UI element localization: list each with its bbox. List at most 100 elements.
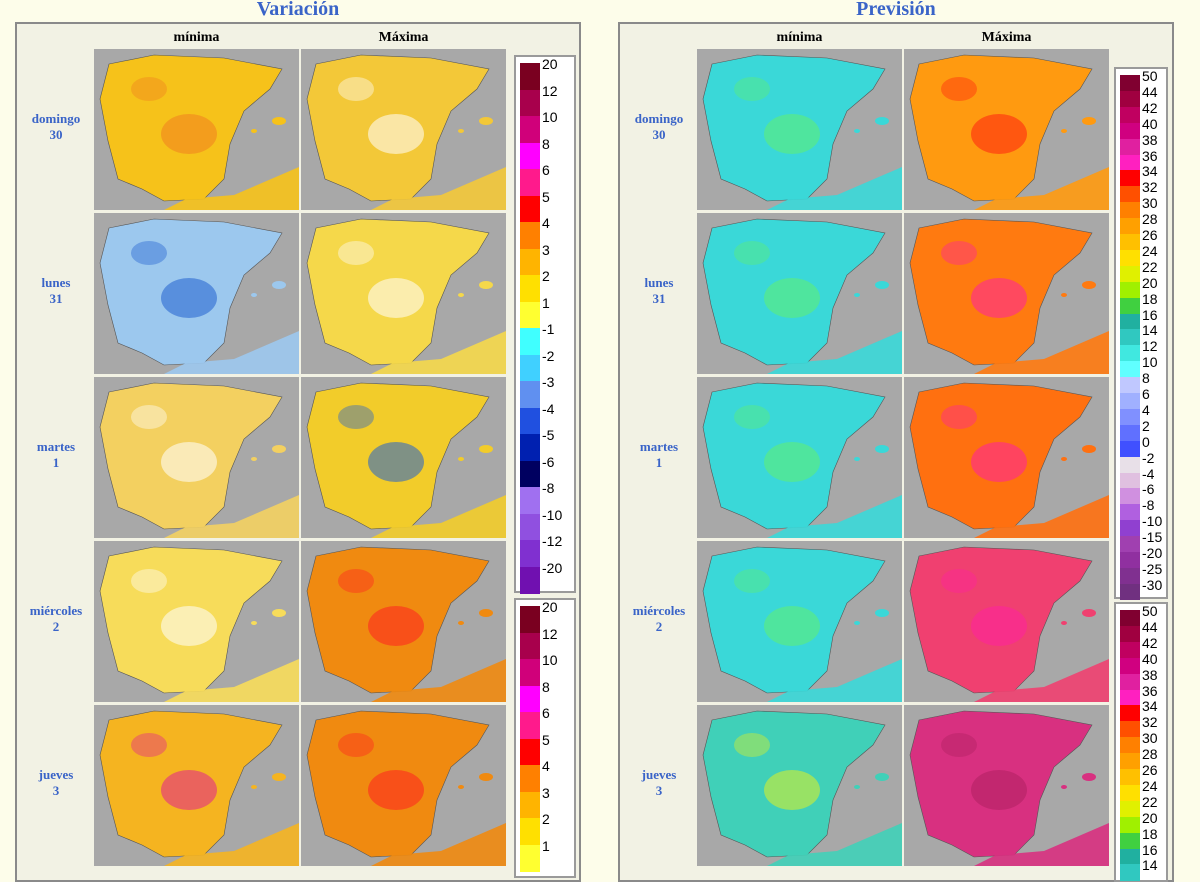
map-image [94,541,299,702]
legend-label: -6 [1142,481,1155,498]
row-date: 3 [655,783,663,798]
legend-label: 0 [1142,433,1150,450]
legend-swatch [1120,472,1140,489]
legend-swatch [520,765,540,792]
legend-swatch [520,407,540,435]
row-label: lunes 31 [619,275,699,307]
legend-swatch [1120,393,1140,410]
legend-label: -4 [1142,465,1155,482]
legend-label: -15 [1142,529,1163,546]
legend-swatch [1120,345,1140,362]
legend-label: 1 [542,294,550,311]
map-image [301,377,506,538]
row-day: jueves [641,767,677,782]
legend-label: -20 [1142,545,1163,561]
row-day: jueves [38,767,74,782]
legend: 20 12 10 8 6 5 4 3 2 1 -1 -2 -3 -4 -5 -6 -8 -10 -12 -20 [514,55,576,594]
legend-label: 24 [1142,242,1158,259]
legend-swatch [1120,536,1140,553]
legend-label: 50 [1142,68,1158,84]
legend-label: 4 [542,215,550,231]
legend-label: 32 [1142,714,1158,731]
legend-label: 6 [542,705,550,721]
row-date: 1 [52,455,60,470]
row-date: 30 [652,127,666,142]
legend-swatch [1120,440,1140,458]
legend-label: -2 [1142,449,1155,466]
row-day: domingo [31,111,81,126]
legend-swatch [520,195,540,223]
legend-label: 12 [1142,338,1158,355]
row-date: 30 [49,127,63,142]
legend-label: 18 [1142,825,1158,842]
map-image [697,541,902,702]
legend-label: 2 [1142,417,1150,434]
legend: 50 44 42 40 38 36 34 32 30 28 26 24 22 20 18 16 14 12 10 8 6… [1114,67,1168,601]
legend-label: -10 [542,506,563,523]
row-label: domingo 30 [16,111,96,143]
legend-label: 18 [1142,290,1158,307]
legend-label: -1 [542,321,555,337]
row-day: lunes [644,275,674,290]
map-image [904,49,1109,210]
legend-label: 44 [1142,618,1158,635]
row-day: martes [36,439,76,454]
legend-label: 40 [1142,115,1158,132]
legend-swatch [1120,265,1140,283]
map-image [301,705,506,866]
legend-swatch [1120,657,1140,675]
legend-swatch [520,513,540,541]
legend-swatch [1120,520,1140,537]
row-label: martes 1 [619,439,699,471]
legend-swatch [1120,641,1140,659]
legend-swatch [520,659,540,686]
map-image [697,49,902,210]
legend-label: 36 [1142,682,1158,699]
legend-swatch [1120,154,1140,171]
legend-swatch [520,222,540,249]
legend-label: 34 [1142,698,1158,715]
legend-label: 14 [1142,322,1158,339]
map-image [904,541,1109,702]
legend-label: -25 [1142,560,1163,577]
legend-swatch [520,89,540,117]
legend-swatch [520,566,540,594]
legend-label: -12 [542,533,563,549]
legend-label: 8 [1142,370,1150,387]
legend-label: -4 [542,400,555,417]
legend-swatch [520,844,540,872]
row-label: jueves 3 [16,767,96,799]
legend-label: 44 [1142,83,1158,100]
legend-swatch [1120,552,1140,569]
column-header: Máxima [981,30,1032,45]
legend-label: 4 [1142,401,1150,418]
legend-swatch [1120,721,1140,738]
legend-swatch [520,116,540,143]
legend-swatch [1120,784,1140,802]
legend-label: 22 [1142,793,1158,810]
row-day: lunes [41,275,71,290]
legend-label: -3 [542,374,555,390]
map-image [301,49,506,210]
legend-swatch [520,460,540,488]
legend-label: 16 [1142,841,1158,858]
legend-label: 2 [542,268,550,284]
legend-label: -8 [1142,497,1155,514]
legend-label: -10 [1142,513,1163,530]
legend-swatch [1120,106,1140,124]
legend-swatch [520,301,540,329]
legend-label: -6 [542,453,555,470]
legend-swatch [1120,769,1140,786]
legend-label: -30 [1142,576,1163,593]
legend-swatch [1120,488,1140,505]
row-date: 2 [52,619,60,634]
legend-swatch [520,169,540,196]
legend-label: 2 [542,811,550,827]
row-label: lunes 31 [16,275,96,307]
legend-label: 10 [542,652,558,668]
legend-swatch [520,248,540,276]
legend-swatch [1120,864,1140,881]
legend-swatch [1120,689,1140,706]
legend-label: 32 [1142,179,1158,196]
legend-label: 28 [1142,746,1158,763]
